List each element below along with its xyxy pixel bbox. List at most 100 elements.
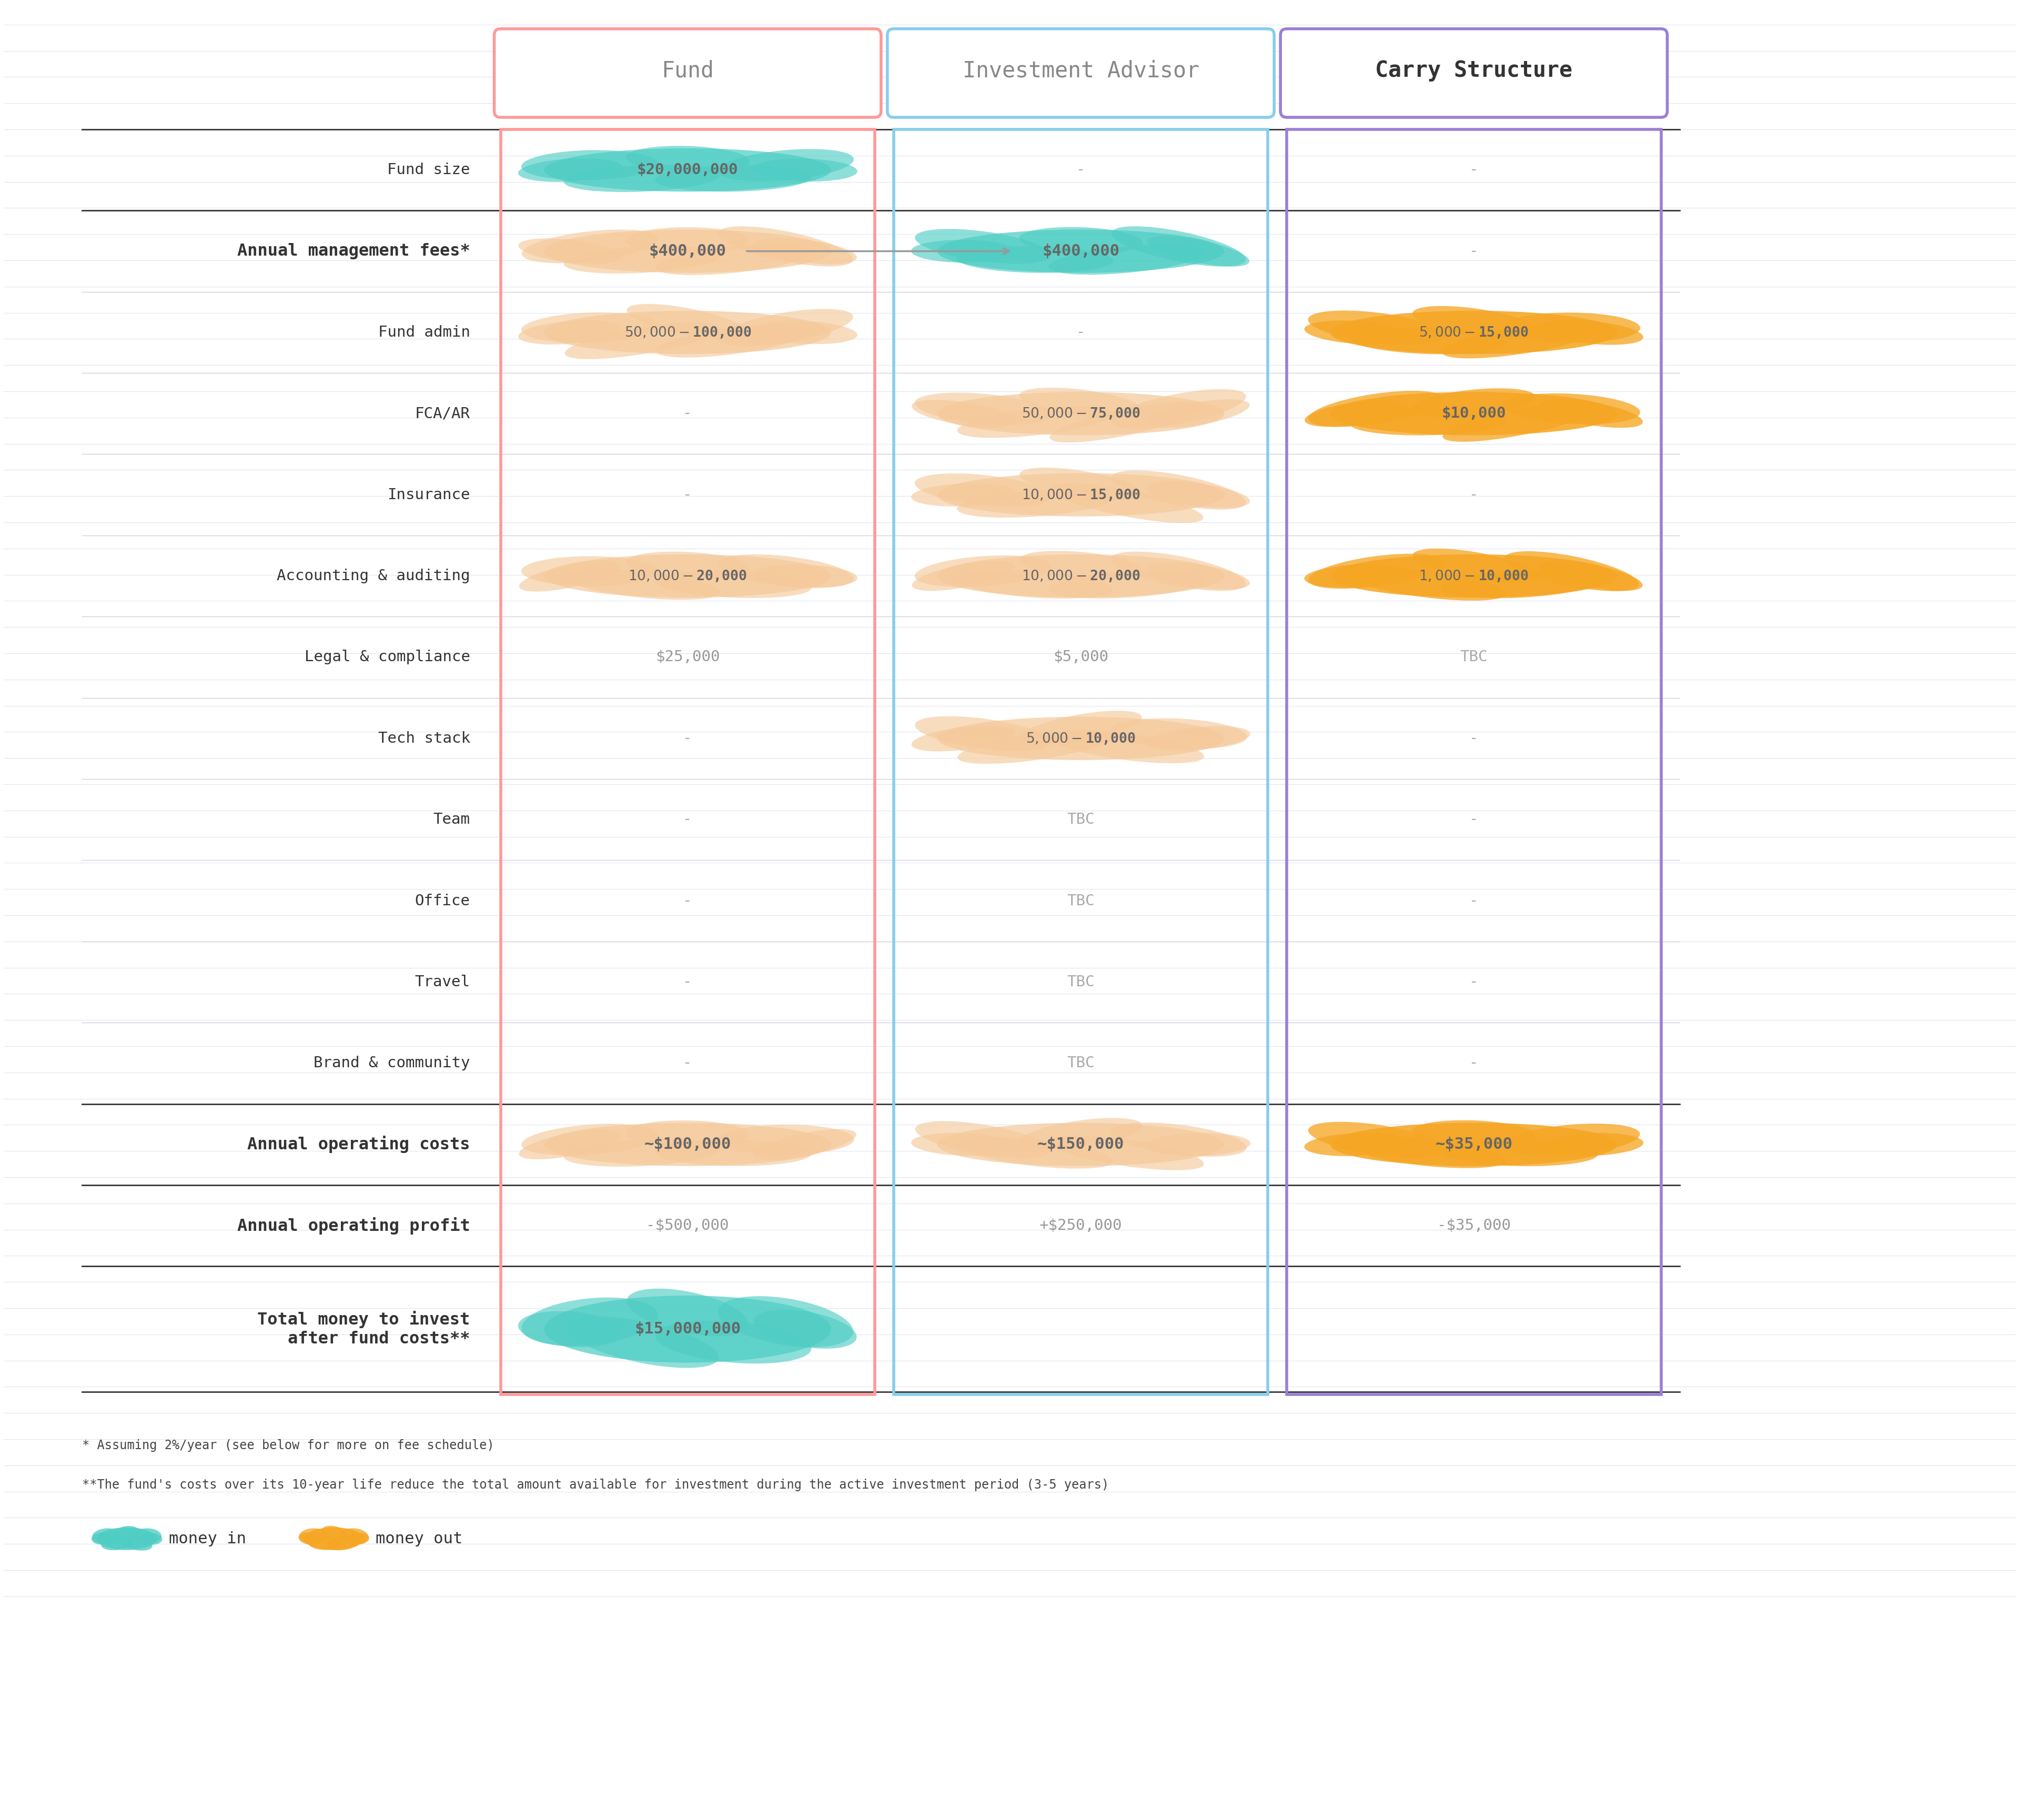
- Ellipse shape: [543, 311, 830, 355]
- Ellipse shape: [1331, 391, 1618, 435]
- FancyBboxPatch shape: [887, 29, 1275, 116]
- Ellipse shape: [719, 226, 852, 266]
- Bar: [893, 129, 1269, 1394]
- Ellipse shape: [1147, 482, 1250, 508]
- Text: Office: Office: [414, 894, 471, 908]
- Ellipse shape: [1305, 320, 1408, 344]
- Ellipse shape: [626, 304, 749, 339]
- Ellipse shape: [911, 726, 1016, 752]
- Ellipse shape: [519, 1130, 622, 1159]
- Text: TBC: TBC: [1460, 650, 1487, 664]
- Ellipse shape: [957, 406, 1113, 439]
- Ellipse shape: [141, 1532, 162, 1545]
- Ellipse shape: [1050, 402, 1204, 442]
- Ellipse shape: [97, 1527, 158, 1551]
- Ellipse shape: [1442, 402, 1596, 442]
- Ellipse shape: [521, 313, 659, 342]
- Text: -: -: [683, 406, 693, 420]
- Ellipse shape: [1331, 1123, 1618, 1167]
- Ellipse shape: [753, 238, 856, 264]
- Text: $400,000: $400,000: [648, 244, 727, 258]
- Ellipse shape: [1048, 730, 1204, 763]
- Ellipse shape: [1048, 1136, 1204, 1170]
- Text: $25,000: $25,000: [654, 650, 719, 664]
- Ellipse shape: [1018, 551, 1143, 579]
- Text: TBC: TBC: [1067, 1056, 1095, 1070]
- Ellipse shape: [1349, 1138, 1507, 1168]
- Ellipse shape: [543, 555, 830, 597]
- Ellipse shape: [1111, 389, 1246, 428]
- Ellipse shape: [1503, 313, 1640, 342]
- Ellipse shape: [957, 246, 1113, 273]
- Text: $10,000: $10,000: [1442, 406, 1507, 420]
- Text: -: -: [1469, 812, 1479, 826]
- Ellipse shape: [1048, 244, 1204, 275]
- Ellipse shape: [654, 244, 812, 275]
- Text: -: -: [1077, 162, 1085, 177]
- Text: Annual management fees*: Annual management fees*: [236, 244, 471, 258]
- Ellipse shape: [519, 561, 622, 592]
- Text: $15,000,000: $15,000,000: [634, 1321, 741, 1336]
- Ellipse shape: [1111, 551, 1246, 592]
- Text: $1,000-$10,000: $1,000-$10,000: [1418, 568, 1529, 584]
- Text: Annual operating costs: Annual operating costs: [246, 1136, 471, 1154]
- Text: TBC: TBC: [1067, 894, 1095, 908]
- Ellipse shape: [1111, 226, 1246, 266]
- Ellipse shape: [1020, 468, 1141, 501]
- Ellipse shape: [717, 1296, 852, 1347]
- Ellipse shape: [564, 1139, 721, 1167]
- Ellipse shape: [517, 1310, 622, 1347]
- Text: -: -: [1469, 488, 1479, 502]
- Text: ~$35,000: ~$35,000: [1434, 1138, 1513, 1152]
- Ellipse shape: [626, 1121, 749, 1147]
- Ellipse shape: [1309, 391, 1444, 428]
- Text: -: -: [683, 488, 693, 502]
- Ellipse shape: [915, 473, 1050, 506]
- Ellipse shape: [937, 391, 1224, 435]
- Ellipse shape: [1442, 571, 1598, 599]
- Bar: [501, 129, 875, 1394]
- Ellipse shape: [91, 1532, 113, 1545]
- Ellipse shape: [1539, 320, 1644, 344]
- Ellipse shape: [564, 570, 719, 601]
- Text: Team: Team: [434, 812, 471, 826]
- Ellipse shape: [1309, 553, 1444, 588]
- Ellipse shape: [937, 555, 1224, 597]
- Ellipse shape: [519, 238, 622, 264]
- Text: -: -: [683, 1056, 693, 1070]
- Text: $400,000: $400,000: [1042, 244, 1119, 258]
- Text: TBC: TBC: [1067, 976, 1095, 990]
- Ellipse shape: [654, 166, 812, 191]
- Ellipse shape: [957, 570, 1113, 599]
- Text: -$35,000: -$35,000: [1436, 1218, 1511, 1232]
- Ellipse shape: [915, 1121, 1050, 1158]
- Text: Travel: Travel: [414, 976, 471, 990]
- Ellipse shape: [915, 717, 1050, 752]
- Ellipse shape: [753, 1310, 856, 1349]
- Ellipse shape: [1020, 712, 1141, 744]
- Ellipse shape: [543, 1296, 830, 1363]
- Ellipse shape: [1539, 1132, 1644, 1156]
- Ellipse shape: [911, 240, 1016, 262]
- Text: $10,000-$20,000: $10,000-$20,000: [628, 568, 747, 584]
- FancyBboxPatch shape: [495, 29, 881, 116]
- Text: ~$150,000: ~$150,000: [1036, 1138, 1125, 1152]
- Ellipse shape: [717, 555, 854, 588]
- Text: $10,000-$20,000: $10,000-$20,000: [1022, 568, 1139, 584]
- Text: Total money to invest
after fund costs**: Total money to invest after fund costs**: [257, 1310, 471, 1347]
- Ellipse shape: [339, 1529, 368, 1543]
- Ellipse shape: [1147, 237, 1250, 266]
- Text: -: -: [1469, 976, 1479, 990]
- Ellipse shape: [1145, 726, 1250, 752]
- Ellipse shape: [93, 1529, 121, 1543]
- Text: -: -: [1469, 1056, 1479, 1070]
- Text: $5,000: $5,000: [1052, 650, 1109, 664]
- Ellipse shape: [1020, 1117, 1141, 1148]
- Ellipse shape: [519, 320, 622, 344]
- Text: Tech stack: Tech stack: [378, 732, 471, 746]
- Text: -: -: [1469, 162, 1479, 177]
- Ellipse shape: [957, 730, 1113, 764]
- Text: FCA/AR: FCA/AR: [414, 406, 471, 420]
- Text: -$500,000: -$500,000: [646, 1218, 729, 1232]
- Text: **The fund's costs over its 10-year life reduce the total amount available for i: **The fund's costs over its 10-year life…: [83, 1478, 1109, 1491]
